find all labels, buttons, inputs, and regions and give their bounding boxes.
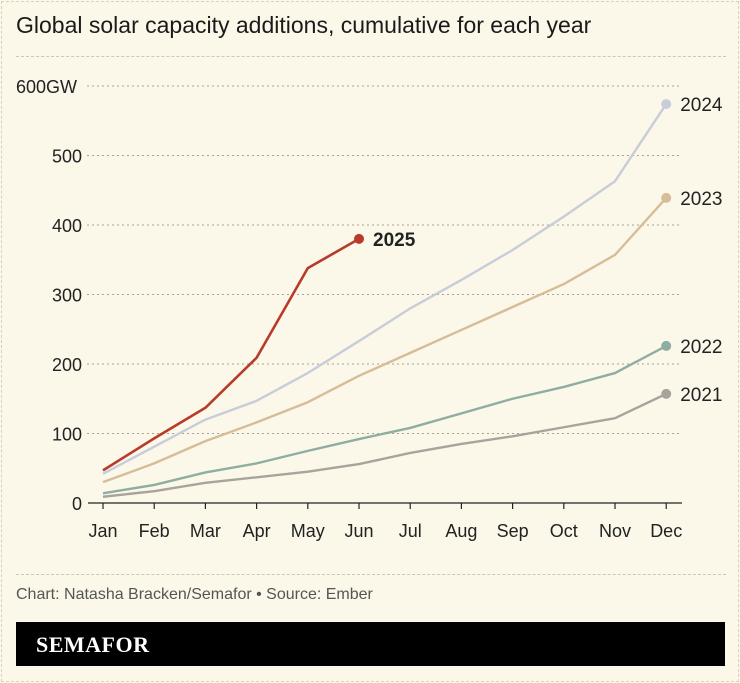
x-tick-label: Sep	[497, 521, 529, 541]
x-tick-label: Apr	[243, 521, 271, 541]
series-end-dot-2024	[661, 99, 672, 110]
series-label-2024: 2024	[680, 95, 723, 116]
series-line-2025	[102, 237, 360, 472]
x-tick-label: Jul	[399, 521, 422, 541]
x-tick-label: Oct	[550, 521, 578, 541]
y-tick-label: 500	[52, 147, 82, 167]
divider	[16, 56, 726, 57]
series-line-2024	[102, 103, 668, 475]
brand-bar: SEMAFOR	[16, 622, 725, 666]
y-tick-label: 400	[52, 216, 82, 236]
series-line-2022	[102, 344, 667, 495]
y-tick-label: 100	[52, 425, 82, 445]
y-tick-label: 200	[52, 355, 82, 375]
y-tick-label: 0	[72, 494, 82, 514]
x-tick-label: Feb	[139, 521, 170, 541]
chart-credit: Chart: Natasha Bracken/Semafor • Source:…	[16, 586, 373, 603]
x-tick-label: Dec	[650, 521, 682, 541]
series-end-dot-2025	[354, 233, 364, 244]
line-chart: 0 100 200 300 400 500 600GW Jan Feb Mar Apr May Jun J…	[16, 77, 723, 541]
series-label-2025: 2025	[373, 230, 416, 251]
x-tick-label: Mar	[190, 521, 221, 541]
y-tick-label: 300	[52, 286, 82, 306]
series-end-dot-2022	[661, 340, 672, 351]
x-tick-label: Nov	[599, 521, 631, 541]
x-tick-label: Jun	[344, 521, 373, 541]
series-end-dot-2023	[661, 192, 672, 203]
y-tick-label: 600GW	[16, 77, 77, 97]
brand-logo: SEMAFOR	[36, 632, 150, 657]
series-line-2023	[102, 197, 668, 484]
series-label-2023: 2023	[680, 189, 722, 210]
series-label-2021: 2021	[680, 385, 722, 406]
series-end-dot-2021	[661, 388, 672, 399]
x-tick-label: Aug	[445, 521, 477, 541]
series-line-2021	[102, 392, 667, 498]
chart-title: Global solar capacity additions, cumulat…	[16, 12, 592, 38]
x-tick-label: Jan	[88, 521, 117, 541]
series-label-2022: 2022	[680, 337, 722, 358]
x-tick-label: May	[291, 521, 325, 541]
divider	[16, 574, 726, 575]
